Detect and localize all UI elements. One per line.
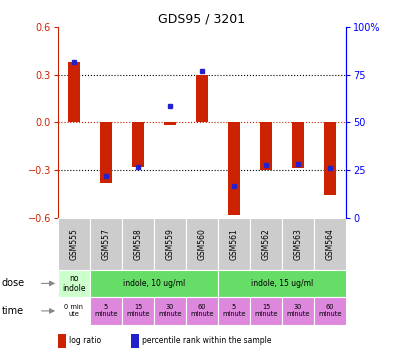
Bar: [218, 218, 250, 270]
Bar: [250, 297, 282, 325]
Bar: [282, 297, 314, 325]
Bar: [292, 122, 304, 169]
Text: 15
minute: 15 minute: [254, 305, 278, 317]
Bar: [58, 218, 90, 270]
Text: GSM557: GSM557: [102, 228, 110, 260]
Text: 60
minute: 60 minute: [318, 305, 342, 317]
Bar: [186, 218, 218, 270]
Bar: [154, 297, 186, 325]
Text: dose: dose: [2, 278, 25, 288]
Text: 30
minute: 30 minute: [158, 305, 182, 317]
Text: indole, 15 ug/ml: indole, 15 ug/ml: [251, 279, 313, 288]
Bar: [132, 122, 144, 167]
Text: GSM558: GSM558: [134, 228, 142, 260]
Bar: [282, 218, 314, 270]
Bar: [68, 62, 80, 122]
Bar: [196, 75, 208, 122]
Text: GSM559: GSM559: [166, 228, 174, 260]
Bar: [90, 218, 122, 270]
Bar: [324, 122, 336, 195]
Bar: [90, 297, 122, 325]
Bar: [58, 334, 66, 348]
Text: percentile rank within the sample: percentile rank within the sample: [142, 336, 271, 345]
Text: 30
minute: 30 minute: [286, 305, 310, 317]
Bar: [228, 122, 240, 215]
Bar: [260, 122, 272, 170]
Bar: [314, 297, 346, 325]
Text: 5
minute: 5 minute: [222, 305, 246, 317]
Text: GSM564: GSM564: [326, 228, 334, 260]
Text: 15
minute: 15 minute: [126, 305, 150, 317]
Bar: [131, 334, 139, 348]
Bar: [314, 218, 346, 270]
Text: indole, 10 ug/ml: indole, 10 ug/ml: [123, 279, 185, 288]
Bar: [218, 297, 250, 325]
Text: no
indole: no indole: [62, 274, 86, 293]
Text: 60
minute: 60 minute: [190, 305, 214, 317]
Bar: [122, 218, 154, 270]
Text: GSM555: GSM555: [70, 228, 78, 260]
Bar: [154, 218, 186, 270]
Bar: [58, 297, 90, 325]
Bar: [186, 297, 218, 325]
Text: 5
minute: 5 minute: [94, 305, 118, 317]
Bar: [100, 122, 112, 183]
Bar: [122, 297, 154, 325]
Bar: [250, 218, 282, 270]
Bar: [164, 122, 176, 125]
Bar: [58, 270, 90, 297]
Title: GDS95 / 3201: GDS95 / 3201: [158, 12, 246, 26]
Text: GSM563: GSM563: [294, 228, 302, 260]
Text: log ratio: log ratio: [69, 336, 101, 345]
Text: GSM560: GSM560: [198, 228, 206, 260]
Bar: [218, 270, 346, 297]
Text: GSM561: GSM561: [230, 228, 238, 260]
Text: GSM562: GSM562: [262, 228, 270, 260]
Text: time: time: [2, 306, 24, 316]
Text: 0 min
ute: 0 min ute: [64, 305, 84, 317]
Bar: [90, 270, 218, 297]
